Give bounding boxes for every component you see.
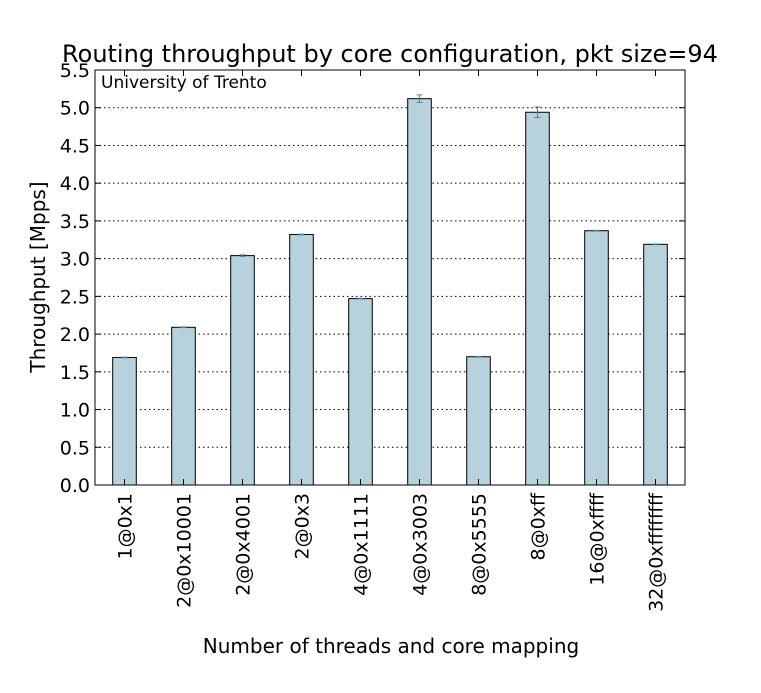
bar	[584, 230, 609, 486]
y-axis-label: Throughput [Mpps]	[26, 181, 50, 373]
x-tick-label: 4@0x3003	[410, 493, 432, 596]
bar	[407, 98, 432, 486]
x-axis-ticks: 1@0x1 2@0x10001 2@0x4001 2@0x3 4@0x1111 4@0x3…	[115, 70, 668, 612]
bar	[643, 243, 668, 486]
bar	[348, 298, 373, 486]
y-tick-label: 2.0	[60, 324, 90, 346]
plot-frame	[94, 69, 686, 486]
y-tick-label: 2.5	[60, 286, 90, 308]
y-tick-label: 1.0	[60, 400, 90, 422]
x-tick-label: 32@0xffffffff	[646, 492, 668, 612]
x-tick-label: 2@0x4001	[233, 493, 255, 596]
x-tick-label: 2@0x3	[292, 493, 314, 560]
bar	[171, 326, 196, 486]
y-tick-label: 0.0	[60, 475, 90, 497]
y-tick-label: 0.5	[60, 437, 90, 459]
x-tick-label: 1@0x1	[115, 493, 137, 560]
x-axis-label: Number of threads and core mapping	[203, 634, 579, 658]
y-tick-label: 3.0	[60, 249, 90, 271]
y-tick-label: 4.0	[60, 173, 90, 195]
x-tick-label: 16@0xffff	[587, 492, 609, 586]
bars	[112, 94, 668, 486]
bar	[112, 356, 137, 486]
x-tick-label: 8@0xff	[528, 492, 550, 560]
bar	[525, 111, 550, 486]
y-tick-label: 1.5	[60, 362, 90, 384]
bar	[230, 255, 255, 486]
x-tick-label: 4@0x1111	[351, 493, 373, 596]
y-tick-label: 4.5	[60, 135, 90, 157]
y-axis-ticks: 0.0 0.5 1.0 1.5 2.0 2.5 3.0 3.5 4.0 4.5 5.0 5.5	[60, 60, 685, 497]
y-tick-label: 5.0	[60, 98, 90, 120]
x-tick-label: 8@0x5555	[469, 493, 491, 596]
bar	[289, 233, 314, 486]
y-tick-label: 5.5	[60, 60, 90, 82]
y-tick-label: 3.5	[60, 211, 90, 233]
x-tick-label: 2@0x10001	[174, 493, 196, 608]
chart-title: Routing throughput by core configuration…	[62, 40, 718, 68]
bar	[466, 356, 491, 486]
institution-annotation: University of Trento	[101, 73, 267, 93]
